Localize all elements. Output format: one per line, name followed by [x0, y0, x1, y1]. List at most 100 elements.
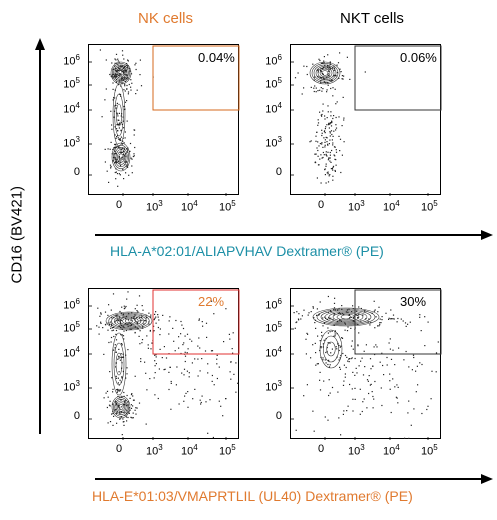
event-dot [141, 342, 143, 344]
event-dot [397, 402, 399, 404]
event-dot [389, 348, 391, 350]
event-dot [124, 65, 126, 67]
event-dot [99, 315, 101, 317]
event-dot [322, 357, 324, 359]
event-dot [328, 70, 330, 72]
event-dot [321, 335, 323, 337]
event-dot [123, 105, 125, 108]
density-contour [312, 307, 380, 327]
event-dot [117, 320, 119, 322]
event-dot [116, 146, 118, 148]
event-dot [126, 367, 128, 369]
event-dot [410, 424, 412, 426]
event-dot [136, 316, 138, 319]
event-dot [323, 56, 325, 58]
event-dot [111, 75, 113, 77]
event-dot [320, 182, 322, 184]
event-dot [127, 349, 129, 351]
event-dot [145, 317, 148, 319]
event-dot [178, 347, 180, 349]
event-dot [114, 75, 116, 78]
event-dot [334, 309, 336, 311]
event-dot [333, 324, 335, 326]
event-dot [360, 320, 362, 322]
event-dot [124, 161, 126, 163]
event-dot [126, 323, 128, 325]
event-dot [326, 77, 328, 79]
y-tick-label: 103 [63, 135, 80, 150]
event-dot [148, 312, 150, 314]
event-dot [118, 74, 120, 76]
event-dot [121, 343, 123, 345]
event-dot [158, 319, 160, 321]
event-dot [212, 436, 214, 439]
event-dot [389, 373, 391, 375]
event-dot [375, 316, 377, 318]
event-dot [123, 150, 125, 153]
event-dot [340, 320, 342, 322]
event-dot [321, 331, 323, 333]
event-dot [127, 404, 129, 406]
event-dot [314, 319, 317, 321]
event-dot [120, 334, 122, 336]
event-dot [317, 122, 320, 124]
event-dot [121, 434, 123, 436]
event-dot [150, 314, 152, 316]
y-tick-label: 105 [265, 320, 282, 335]
event-dot [134, 146, 136, 149]
event-dot [210, 350, 213, 352]
event-dot [141, 319, 143, 321]
event-dot [122, 140, 124, 142]
event-dot [123, 308, 125, 310]
event-dot [153, 319, 155, 321]
event-dot [320, 69, 322, 71]
event-dot [119, 65, 121, 67]
event-dot [123, 395, 125, 397]
event-dot [374, 309, 376, 311]
density-contour [124, 318, 134, 324]
density-contour [118, 153, 124, 161]
event-dot [372, 365, 374, 367]
event-dot [325, 165, 327, 167]
y-tick-label: 0 [73, 166, 80, 178]
event-dot [139, 317, 141, 319]
event-dot [337, 309, 339, 311]
event-dot [314, 85, 316, 87]
event-dot [168, 388, 170, 391]
event-dot [182, 327, 185, 330]
event-dot [398, 347, 400, 349]
plot-nk-bottom [88, 288, 240, 440]
event-dot [312, 307, 314, 309]
event-dot [426, 408, 428, 411]
event-dot [117, 84, 120, 86]
event-dot [123, 153, 125, 156]
event-dot [198, 319, 200, 321]
event-dot [380, 387, 382, 389]
event-dot [211, 380, 213, 382]
event-dot [118, 138, 120, 140]
event-dot [324, 118, 326, 120]
event-dot [328, 143, 330, 145]
event-dot [319, 340, 321, 342]
event-dot [118, 173, 120, 175]
event-dot [413, 356, 415, 359]
event-dot [303, 87, 305, 89]
event-dot [330, 111, 332, 113]
event-dot [138, 295, 141, 297]
event-dot [107, 422, 109, 424]
event-dot [329, 122, 331, 124]
event-dot [339, 346, 341, 348]
event-dot [178, 336, 180, 338]
event-dot [322, 110, 324, 112]
density-contour [115, 352, 123, 376]
event-dot [324, 174, 326, 176]
event-dot [109, 405, 111, 407]
event-dot [123, 411, 125, 413]
event-dot [329, 342, 331, 344]
event-dot [127, 411, 129, 413]
event-dot [353, 320, 355, 322]
event-dot [216, 377, 218, 380]
event-dot [115, 79, 118, 81]
event-dot [100, 322, 102, 324]
event-dot [342, 352, 344, 355]
